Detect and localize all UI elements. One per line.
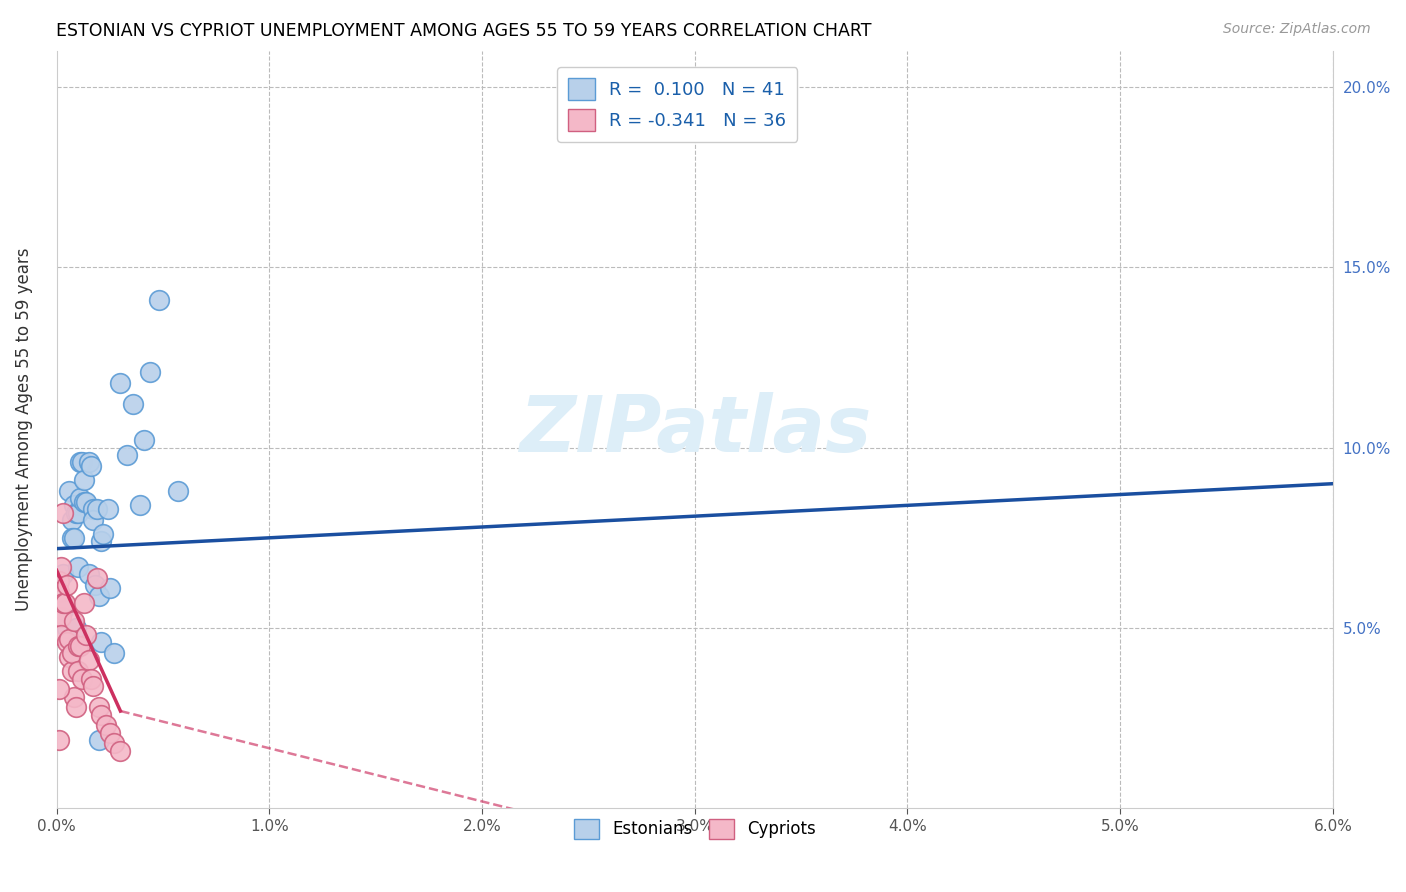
Point bbox=[62, 531, 84, 545]
Point bbox=[166, 483, 188, 498]
Point bbox=[66, 665, 89, 679]
Point bbox=[58, 649, 80, 664]
Point bbox=[60, 513, 83, 527]
Point bbox=[98, 725, 121, 739]
Point bbox=[132, 434, 155, 448]
Point bbox=[48, 732, 70, 747]
Point bbox=[62, 499, 84, 513]
Point bbox=[52, 566, 75, 581]
Point bbox=[69, 491, 91, 505]
Point bbox=[89, 589, 111, 603]
Point bbox=[48, 610, 70, 624]
Point bbox=[122, 397, 145, 411]
Point bbox=[89, 732, 111, 747]
Point bbox=[66, 506, 89, 520]
Point bbox=[94, 718, 117, 732]
Point bbox=[62, 614, 84, 628]
Point bbox=[97, 502, 120, 516]
Point bbox=[73, 494, 96, 508]
Point bbox=[48, 682, 70, 697]
Point bbox=[73, 596, 96, 610]
Point bbox=[79, 672, 101, 686]
Point bbox=[82, 513, 104, 527]
Point bbox=[60, 531, 83, 545]
Point bbox=[48, 574, 70, 588]
Legend: Estonians, Cypriots: Estonians, Cypriots bbox=[567, 812, 823, 846]
Point bbox=[86, 570, 108, 584]
Point bbox=[89, 700, 111, 714]
Point bbox=[90, 534, 112, 549]
Point bbox=[75, 494, 97, 508]
Point bbox=[66, 559, 89, 574]
Point bbox=[73, 473, 96, 487]
Point bbox=[103, 646, 125, 660]
Y-axis label: Unemployment Among Ages 55 to 59 years: Unemployment Among Ages 55 to 59 years bbox=[15, 248, 32, 611]
Point bbox=[49, 610, 72, 624]
Point bbox=[110, 376, 132, 390]
Point bbox=[90, 635, 112, 649]
Point bbox=[77, 455, 100, 469]
Point bbox=[82, 679, 104, 693]
Point bbox=[69, 639, 91, 653]
Point bbox=[56, 578, 79, 592]
Point bbox=[62, 690, 84, 704]
Point bbox=[70, 672, 93, 686]
Point bbox=[56, 621, 79, 635]
Point bbox=[93, 527, 115, 541]
Point bbox=[86, 502, 108, 516]
Point bbox=[58, 483, 80, 498]
Point bbox=[48, 585, 70, 599]
Point bbox=[60, 665, 83, 679]
Point bbox=[65, 506, 87, 520]
Point bbox=[52, 596, 75, 610]
Point bbox=[56, 635, 79, 649]
Text: ESTONIAN VS CYPRIOT UNEMPLOYMENT AMONG AGES 55 TO 59 YEARS CORRELATION CHART: ESTONIAN VS CYPRIOT UNEMPLOYMENT AMONG A… bbox=[56, 22, 872, 40]
Point bbox=[103, 737, 125, 751]
Point bbox=[82, 502, 104, 516]
Point bbox=[70, 455, 93, 469]
Point bbox=[60, 646, 83, 660]
Point bbox=[52, 603, 75, 617]
Point bbox=[58, 632, 80, 646]
Point bbox=[79, 458, 101, 473]
Point bbox=[52, 506, 75, 520]
Point bbox=[139, 365, 162, 379]
Point bbox=[65, 621, 87, 635]
Point bbox=[98, 582, 121, 596]
Point bbox=[65, 700, 87, 714]
Text: Source: ZipAtlas.com: Source: ZipAtlas.com bbox=[1223, 22, 1371, 37]
Point bbox=[66, 639, 89, 653]
Point bbox=[49, 628, 72, 642]
Point bbox=[115, 448, 138, 462]
Point bbox=[83, 578, 105, 592]
Point bbox=[128, 499, 150, 513]
Point bbox=[77, 566, 100, 581]
Point bbox=[90, 707, 112, 722]
Text: ZIPatlas: ZIPatlas bbox=[519, 392, 870, 467]
Point bbox=[110, 744, 132, 758]
Point bbox=[53, 596, 76, 610]
Point bbox=[69, 455, 91, 469]
Point bbox=[77, 653, 100, 667]
Point bbox=[148, 293, 170, 307]
Point bbox=[75, 628, 97, 642]
Point bbox=[49, 559, 72, 574]
